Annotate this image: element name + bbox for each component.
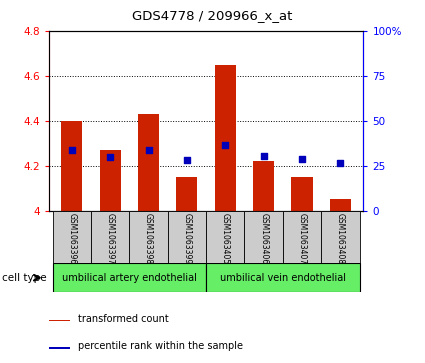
Text: GSM1063397: GSM1063397 bbox=[106, 213, 115, 264]
Point bbox=[299, 156, 306, 162]
Bar bbox=[61, 121, 82, 211]
FancyBboxPatch shape bbox=[130, 211, 168, 263]
FancyBboxPatch shape bbox=[206, 211, 244, 263]
Bar bbox=[330, 199, 351, 211]
Bar bbox=[49, 347, 70, 348]
Bar bbox=[253, 161, 274, 211]
Point bbox=[337, 160, 344, 166]
Text: GSM1063408: GSM1063408 bbox=[336, 213, 345, 264]
Point bbox=[222, 143, 229, 148]
Text: transformed count: transformed count bbox=[78, 314, 169, 323]
FancyBboxPatch shape bbox=[283, 211, 321, 263]
Text: cell type: cell type bbox=[2, 273, 47, 283]
Text: GSM1063406: GSM1063406 bbox=[259, 213, 268, 264]
Text: GSM1063398: GSM1063398 bbox=[144, 213, 153, 264]
Text: GSM1063405: GSM1063405 bbox=[221, 213, 230, 264]
FancyBboxPatch shape bbox=[321, 211, 360, 263]
FancyBboxPatch shape bbox=[53, 211, 91, 263]
Point bbox=[145, 147, 152, 153]
Text: umbilical artery endothelial: umbilical artery endothelial bbox=[62, 273, 197, 283]
Text: umbilical vein endothelial: umbilical vein endothelial bbox=[220, 273, 346, 283]
FancyBboxPatch shape bbox=[168, 211, 206, 263]
Bar bbox=[138, 114, 159, 211]
Text: GSM1063407: GSM1063407 bbox=[298, 213, 306, 264]
Text: GSM1063399: GSM1063399 bbox=[182, 213, 191, 264]
Bar bbox=[176, 177, 198, 211]
Text: percentile rank within the sample: percentile rank within the sample bbox=[78, 341, 243, 351]
Point bbox=[107, 154, 113, 159]
Bar bbox=[215, 65, 236, 211]
Bar bbox=[292, 177, 312, 211]
Point bbox=[184, 157, 190, 163]
Text: GDS4778 / 209966_x_at: GDS4778 / 209966_x_at bbox=[132, 9, 293, 22]
FancyBboxPatch shape bbox=[244, 211, 283, 263]
Point bbox=[260, 152, 267, 158]
Text: GSM1063396: GSM1063396 bbox=[68, 213, 76, 264]
FancyBboxPatch shape bbox=[91, 211, 130, 263]
FancyBboxPatch shape bbox=[206, 263, 360, 292]
Point bbox=[68, 147, 75, 153]
Bar bbox=[100, 150, 121, 211]
FancyBboxPatch shape bbox=[53, 263, 206, 292]
Bar bbox=[49, 320, 70, 321]
